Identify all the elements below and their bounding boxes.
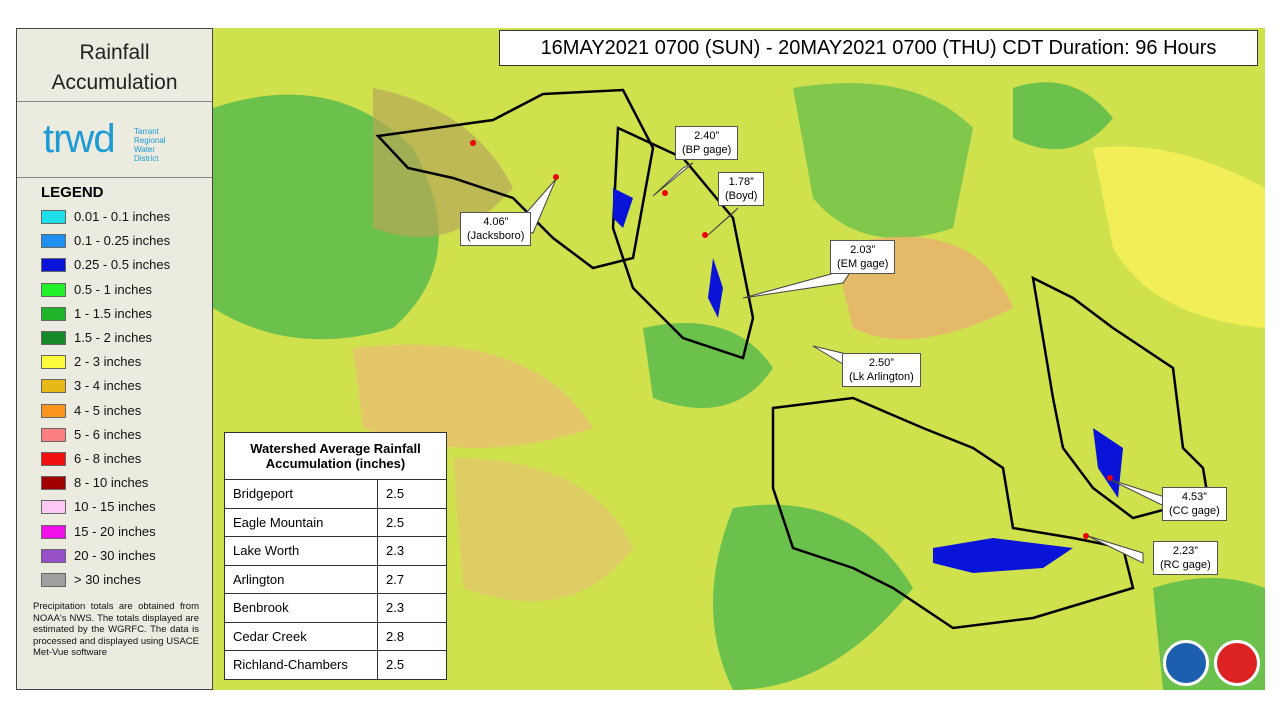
logo-subtitle: Tarrant Regional Water District (134, 127, 166, 163)
legend-label: 1 - 1.5 inches (74, 305, 153, 321)
legend-swatch (41, 403, 66, 418)
callout-value: 4.06” (483, 216, 509, 228)
legend-label: 0.1 - 0.25 inches (74, 233, 171, 249)
legend-label: 8 - 10 inches (74, 475, 149, 491)
legend-swatch (41, 379, 66, 394)
table-value: 2.8 (377, 621, 447, 651)
callout: 2.03” (EM gage) (830, 240, 896, 274)
legend-label: 15 - 20 inches (74, 523, 156, 539)
legend-label: 1.5 - 2 inches (74, 330, 153, 345)
callout-value: 2.03” (850, 244, 876, 256)
map (213, 28, 1265, 690)
table-value: 2.3 (377, 536, 447, 566)
legend-swatch (41, 331, 66, 345)
callout: 4.53” (CC gage) (1162, 487, 1227, 521)
legend-label: 6 - 8 inches (74, 451, 142, 466)
callout: 2.50” (Lk Arlington) (842, 353, 921, 387)
legend-swatch (41, 573, 66, 587)
header: 16MAY2021 0700 (SUN) - 20MAY2021 0700 (T… (499, 30, 1258, 66)
legend-label: 4 - 5 inches (74, 402, 142, 418)
table-name: Benbrook (224, 593, 378, 623)
legend-label: 3 - 4 inches (74, 378, 142, 394)
divider (17, 177, 212, 178)
callout-label: (Lk Arlington) (849, 371, 914, 383)
callout: 2.23” (RC gage) (1153, 541, 1218, 575)
legend-swatch (41, 282, 66, 297)
legend-swatch (41, 306, 66, 321)
table-row: Arlington 2.7 (224, 564, 447, 594)
legend-label: 10 - 15 inches (74, 499, 156, 515)
table-row: Bridgeport 2.5 (224, 479, 447, 509)
table-row: Benbrook 2.3 (224, 593, 447, 623)
legend-label: 0.01 - 0.1 inches (74, 209, 171, 224)
callout-label: (EM gage) (837, 258, 889, 270)
legend-swatch (41, 476, 66, 491)
legend-swatch (41, 524, 66, 539)
logo-subtitle-line: District (134, 154, 159, 163)
callout: 1.78” (Boyd) (718, 172, 765, 206)
legend-title: LEGEND (41, 184, 104, 201)
table-name: Lake Worth (224, 536, 378, 566)
callout-label: (BP gage) (682, 144, 732, 156)
legend-label: 0.25 - 0.5 inches (74, 257, 171, 273)
callout-label: (Boyd) (725, 190, 758, 202)
legend-label: 20 - 30 inches (74, 547, 156, 563)
table-value: 2.5 (377, 650, 447, 680)
legend-swatch (41, 548, 66, 563)
callout-value: 2.50” (868, 357, 894, 369)
callout-label: (RC gage) (1160, 559, 1211, 571)
nws-logo (1214, 640, 1260, 686)
legend-label: 0.5 - 1 inches (74, 281, 153, 297)
table-value: 2.7 (377, 564, 447, 594)
table-title: Watershed Average Rainfall Accumulation … (224, 432, 447, 480)
table-name: Cedar Creek (224, 621, 378, 651)
table-value: 2.5 (377, 507, 447, 537)
table-name: Arlington (224, 564, 378, 594)
logo-subtitle-line: Tarrant (134, 127, 159, 136)
legend-label: 5 - 6 inches (74, 426, 142, 442)
table-name: Eagle Mountain (224, 507, 378, 537)
divider (17, 101, 212, 102)
side-panel: Rainfall Accumulation trwd Tarrant Region… (16, 28, 213, 690)
summary-table: Watershed Average Rainfall Accumulation … (224, 432, 447, 680)
table-value: 2.5 (377, 479, 447, 509)
callout-label: (Jacksboro) (467, 230, 525, 242)
legend-swatch (41, 452, 66, 466)
table-name: Richland-Chambers (224, 650, 378, 680)
panel-title: Accumulation (51, 71, 178, 94)
callout-value: 2.23” (1172, 545, 1198, 557)
legend-swatch (41, 234, 66, 249)
legend-swatch (41, 355, 66, 370)
callout-value: 1.78” (728, 176, 754, 188)
noaa-logo (1163, 640, 1209, 686)
table-row: Eagle Mountain 2.5 (224, 507, 447, 537)
logo-subtitle-line: Water (134, 145, 156, 154)
panel-title: Rainfall (79, 41, 150, 64)
callout: 2.40” (BP gage) (675, 126, 739, 160)
table-row: Lake Worth 2.3 (224, 536, 447, 566)
table-row: Richland-Chambers 2.5 (224, 650, 447, 680)
legend-label: > 30 inches (74, 572, 141, 587)
legend-swatch (41, 258, 66, 273)
callout: 4.06” (Jacksboro) (460, 212, 532, 246)
callout-label: (CC gage) (1169, 505, 1220, 517)
callout-value: 4.53” (1181, 491, 1207, 503)
legend-swatch (41, 500, 66, 515)
table-name: Bridgeport (224, 479, 378, 509)
legend-label: 2 - 3 inches (74, 354, 142, 370)
legend-swatch (41, 427, 66, 442)
table-value: 2.3 (377, 593, 447, 623)
table-row: Cedar Creek 2.8 (224, 621, 447, 651)
callout-value: 2.40” (694, 130, 720, 142)
note: Precipitation totals are obtained from N… (33, 601, 199, 658)
legend-swatch (41, 210, 66, 224)
logo: trwd (43, 117, 116, 161)
logo-subtitle-line: Regional (134, 136, 166, 145)
